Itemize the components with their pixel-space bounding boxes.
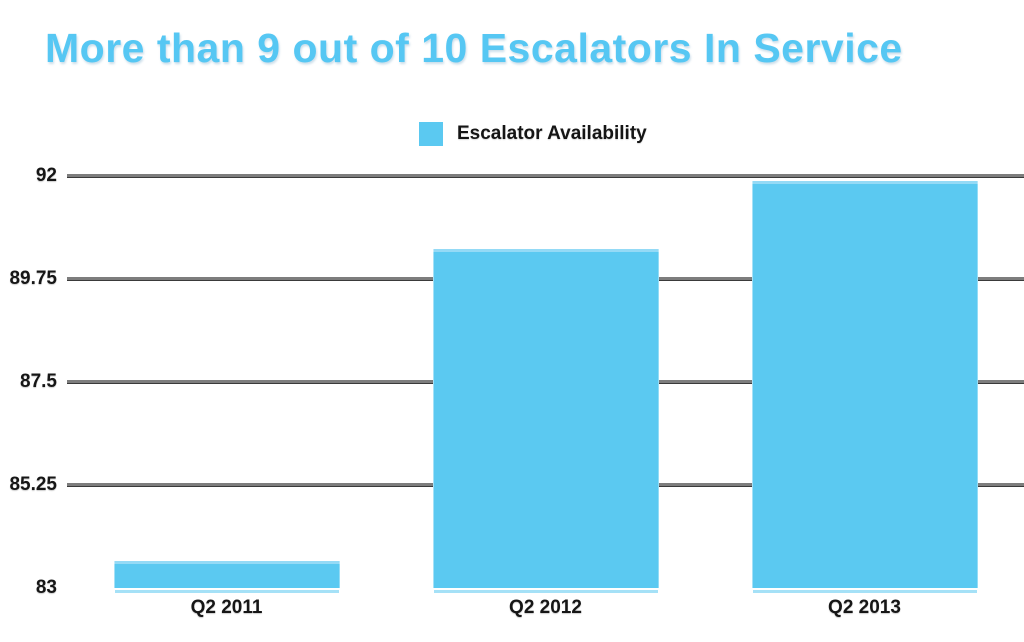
legend-swatch <box>419 122 443 146</box>
x-tick-label-q2-2013: Q2 2013 <box>828 597 901 618</box>
legend: Escalator Availability <box>419 122 647 146</box>
bar-q2-2011 <box>113 560 340 594</box>
y-tick-label-92: 92 <box>35 165 57 186</box>
y-tick-label-87.5: 87.5 <box>20 371 57 392</box>
bar-q2-2013 <box>751 180 978 594</box>
bar-q2-2012 <box>432 249 659 593</box>
x-tick-label-q2-2011: Q2 2011 <box>190 597 263 618</box>
x-tick-label-q2-2012: Q2 2012 <box>509 597 582 618</box>
y-tick-label-85.25: 85.25 <box>9 474 57 495</box>
gridline-92 <box>67 174 1024 178</box>
legend-label: Escalator Availability <box>457 123 647 144</box>
y-tick-label-89.75: 89.75 <box>9 268 57 289</box>
plot-area <box>67 174 1024 594</box>
chart-title: More than 9 out of 10 Escalators In Serv… <box>45 25 903 71</box>
y-tick-label-83: 83 <box>35 577 57 598</box>
